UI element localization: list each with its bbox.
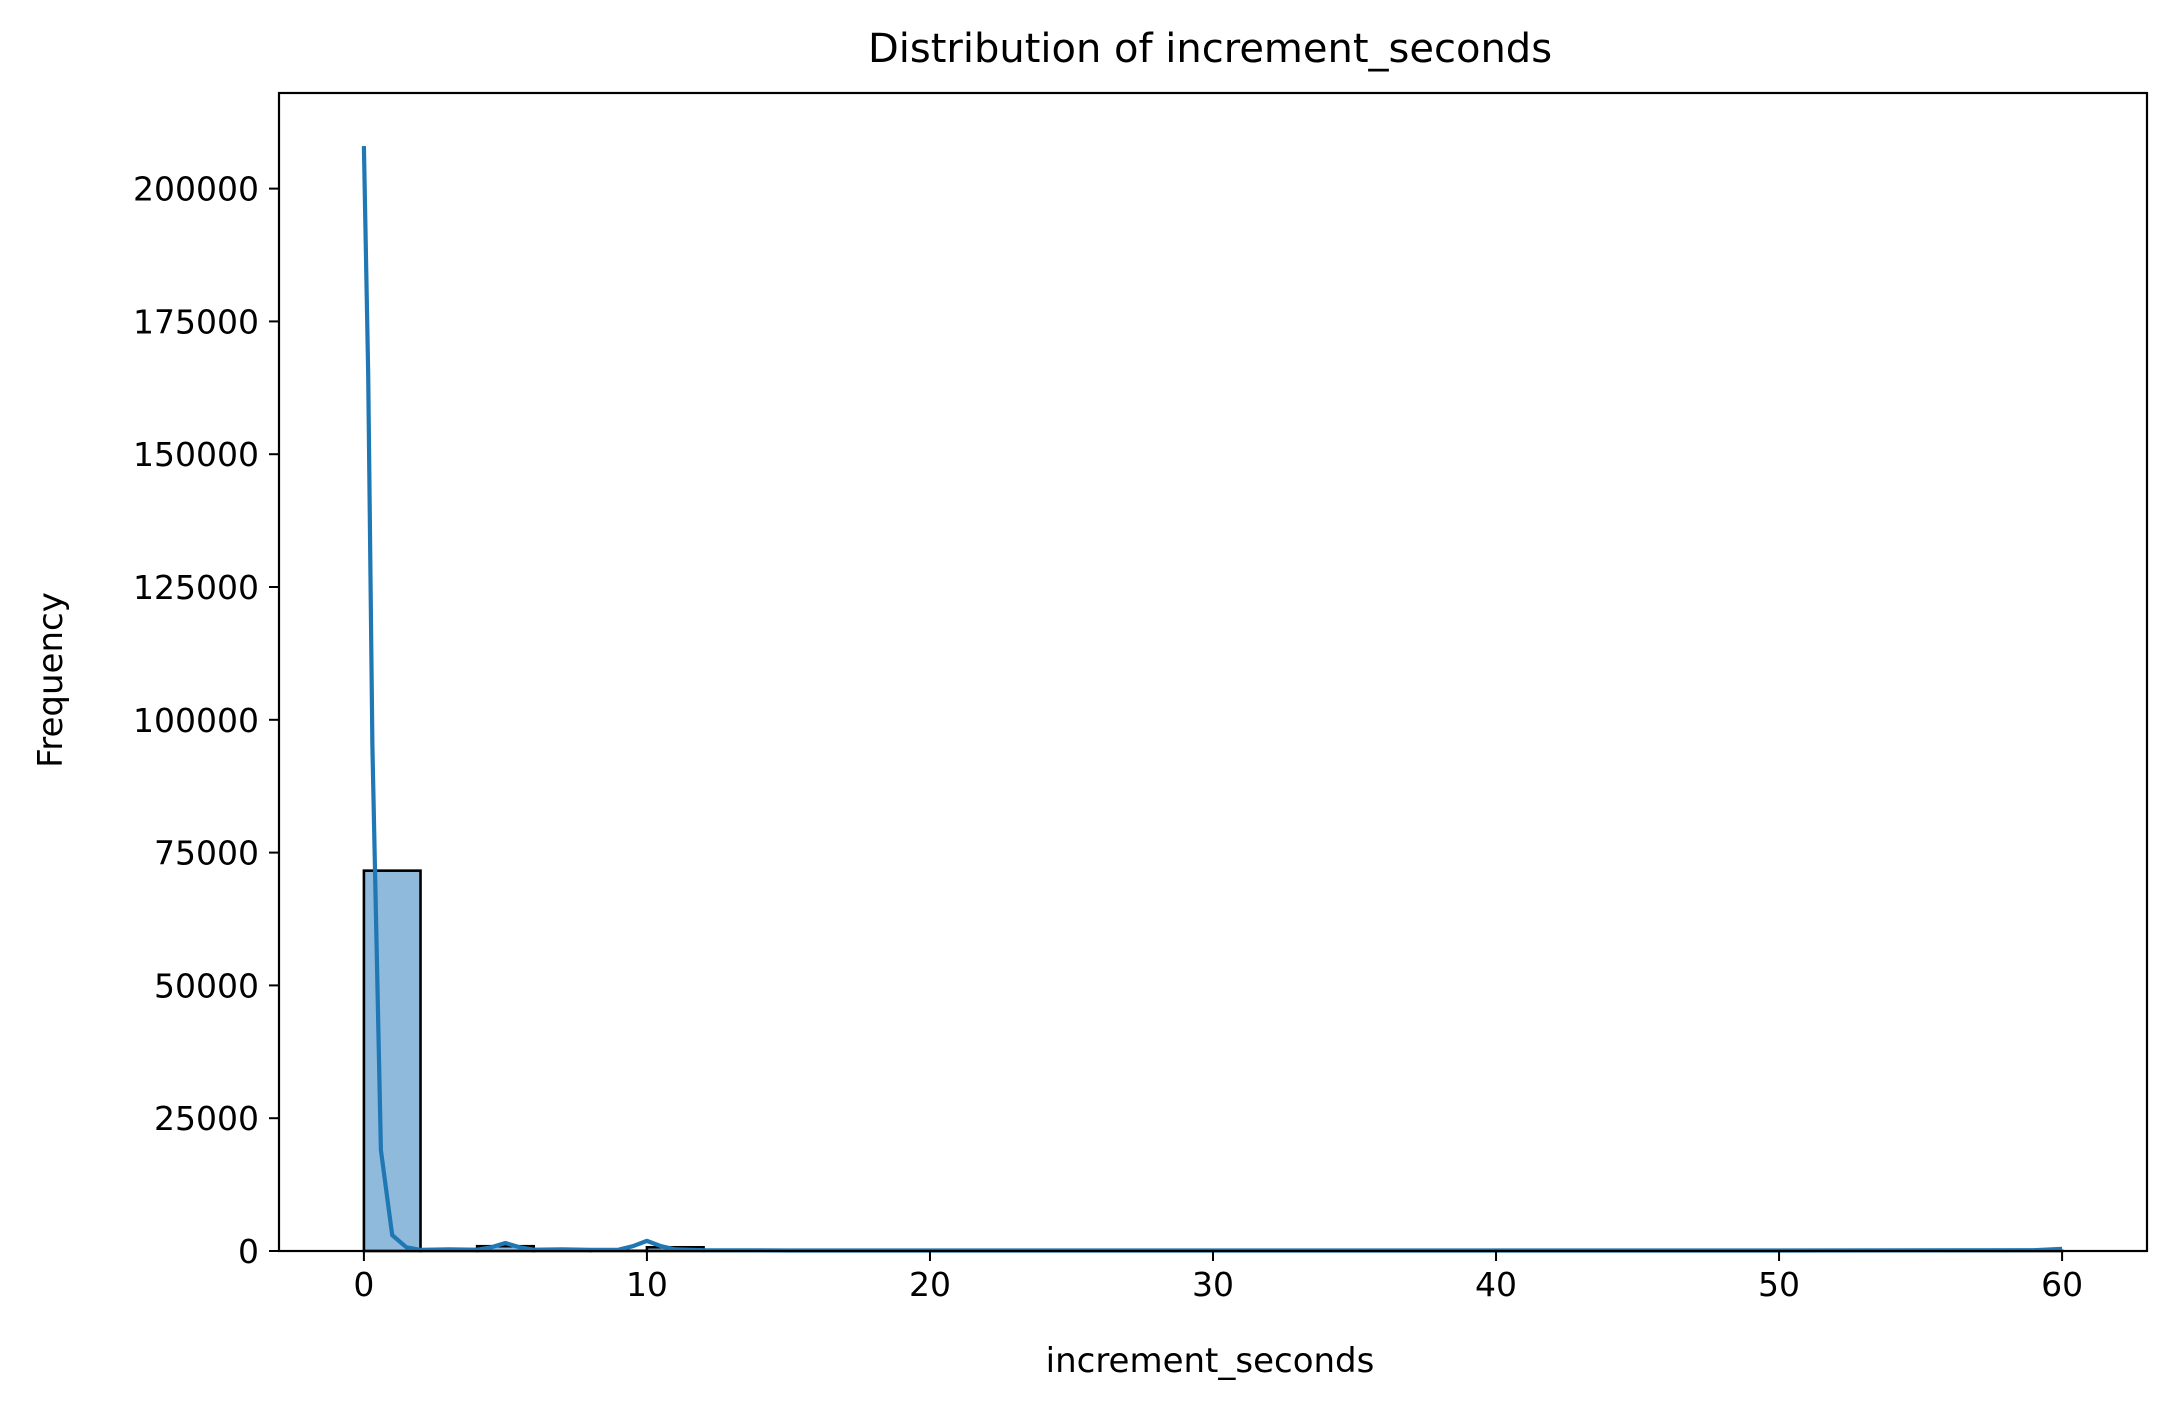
y-tick-label: 75000 [154,834,259,873]
x-axis-ticks: 0 10 20 30 40 50 60 [353,1251,2083,1304]
histogram-bar [362,869,422,1253]
x-tick-label: 30 [1192,1265,1234,1304]
y-tick-label: 175000 [133,302,259,341]
x-tick-label: 20 [909,1265,951,1304]
x-axis-label: increment_seconds [1046,1341,1375,1381]
y-axis-label: Frequency [31,592,71,768]
x-tick-label: 60 [2041,1265,2083,1304]
y-tick-label: 50000 [154,966,259,1005]
x-tick-label: 40 [1475,1265,1517,1304]
y-tick-label: 200000 [133,170,259,209]
y-tick-label: 25000 [154,1099,259,1138]
y-axis-ticks: 0 25000 50000 75000 100000 125000 150000 175000… [133,170,279,1271]
x-tick-label: 10 [626,1265,668,1304]
y-tick-label: 150000 [133,435,259,474]
x-tick-label: 50 [1758,1265,1800,1304]
chart-title: Distribution of increment_seconds [868,26,1552,72]
y-tick-label: 125000 [133,568,259,607]
y-tick-label: 100000 [133,701,259,740]
x-tick-label: 0 [353,1265,374,1304]
y-tick-label: 0 [238,1232,259,1271]
